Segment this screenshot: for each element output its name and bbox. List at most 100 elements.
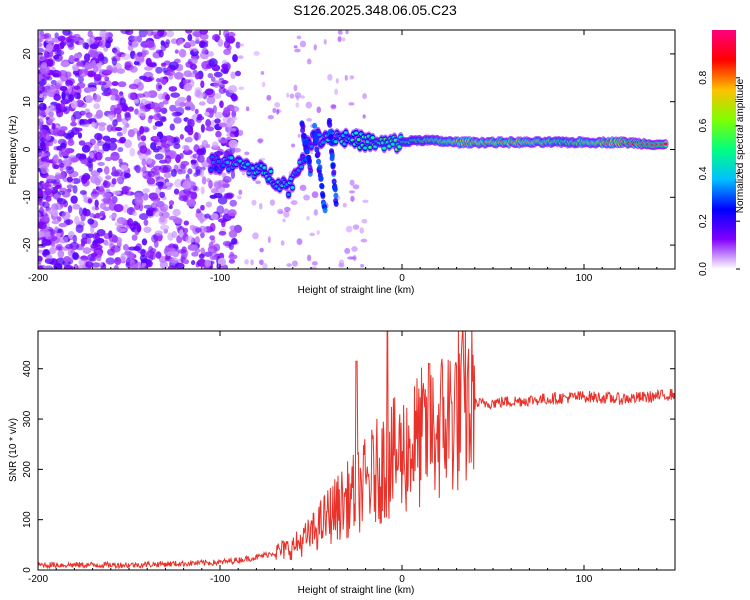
spectrogram-noise-blob <box>349 75 355 80</box>
spectrogram-noise-blob <box>182 79 187 84</box>
spectrogram-xtick-label: 100 <box>576 273 593 284</box>
spectrogram-noise-blob <box>129 223 136 231</box>
spectrogram-noise-blob <box>85 233 95 239</box>
spectrogram-noise-blob <box>66 176 73 183</box>
spectrogram-noise-blob <box>65 243 74 250</box>
spectrogram-ytick-label: 0 <box>22 146 33 152</box>
spectrogram-noise-blob <box>173 137 179 143</box>
spectrogram-noise-blob <box>91 59 97 69</box>
spectrogram-noise-blob <box>272 107 277 114</box>
spectrogram-noise-blob <box>94 132 103 141</box>
spectrogram-noise-blob <box>110 245 121 253</box>
spectrogram-noise-blob <box>238 129 244 136</box>
spectrogram-noise-blob <box>229 251 235 257</box>
spectrogram-noise-blob <box>136 132 142 141</box>
snr-ytick-label: 100 <box>22 511 33 528</box>
spectrogram-noise-blob <box>160 107 168 114</box>
spectrogram-noise-blob <box>218 230 227 236</box>
spectrogram-noise-blob <box>134 164 141 174</box>
spectrogram-noise-blob <box>108 110 115 116</box>
spectrogram-noise-blob <box>223 48 232 56</box>
spectrogram-noise-blob <box>250 259 254 266</box>
spectrogram-noise-blob <box>105 257 116 265</box>
spectrogram-noise-blob <box>166 251 174 257</box>
spectrogram-noise-blob <box>141 238 148 246</box>
spectrogram-noise-blob <box>138 30 148 38</box>
spectrogram-noise-blob <box>65 79 73 87</box>
spectrogram-noise-blob <box>187 118 195 128</box>
spectrogram-noise-blob <box>221 79 229 85</box>
spectrogram-noise-blob <box>67 205 73 214</box>
spectrogram-noise-blob <box>213 243 221 252</box>
spectrogram-noise-blob <box>133 98 140 104</box>
spectrogram-noise-blob <box>53 93 61 102</box>
spectrogram-noise-blob <box>230 116 238 121</box>
spectrogram-noise-blob <box>179 134 184 140</box>
spectrogram-noise-blob <box>177 96 187 103</box>
spectrogram-noise-blob <box>170 38 178 45</box>
spectrogram-noise-blob <box>228 242 234 250</box>
spectrogram-noise-blob <box>38 249 44 254</box>
spectrogram-noise-blob <box>138 108 146 117</box>
spectrogram-noise-blob <box>229 225 237 231</box>
spectrogram-noise-blob <box>50 203 59 212</box>
spectrogram-noise-blob <box>258 259 264 266</box>
spectrogram-noise-blob <box>259 247 264 253</box>
spectrogram-noise-blob <box>97 122 107 127</box>
spectrogram-noise-blob <box>342 202 347 208</box>
spectrogram-noise-blob <box>119 136 127 144</box>
spectrogram-noise-blob <box>185 30 193 34</box>
spectrogram-noise-blob <box>38 42 43 48</box>
spectrogram-noise-blob <box>152 210 162 217</box>
spectrogram-noise-blob <box>306 58 312 65</box>
spectrogram-noise-blob <box>39 114 45 123</box>
spectrogram-noise-blob <box>219 100 224 108</box>
snr-panel: -200 -100 0 100 0 100 200 300 400 Height of stra… <box>8 330 676 596</box>
spectrogram-noise-blob <box>158 164 169 174</box>
spectrogram-noise-blob <box>167 265 177 269</box>
spectrogram-noise-blob <box>228 258 236 264</box>
spectrogram-noise-blob <box>108 230 113 239</box>
spectrogram-noise-blob <box>171 111 182 117</box>
spectrogram-noise-blob <box>94 199 99 208</box>
spectrogram-noise-blob <box>197 113 203 119</box>
snr-xtick-label: -200 <box>28 574 48 585</box>
spectrogram-noise-blob <box>134 196 144 206</box>
spectrogram-noise-blob <box>217 257 227 267</box>
spectrogram-noise-blob <box>145 57 152 67</box>
spectrogram-noise-blob <box>212 105 217 114</box>
spectrogram-streak <box>307 158 313 165</box>
spectrogram-noise-blob <box>117 146 124 153</box>
spectrogram-noise-blob <box>187 127 194 136</box>
spectrogram-noise-blob <box>62 158 71 166</box>
spectrogram-noise-blob <box>190 159 198 164</box>
spectrogram-xtick-label: -100 <box>210 273 230 284</box>
spectrogram-noise-blob <box>101 91 111 96</box>
spectrogram-noise-blob <box>49 246 56 255</box>
spectrogram-noise-blob <box>70 121 77 127</box>
spectrogram-noise-blob <box>213 71 223 78</box>
spectrogram-noise-blob <box>230 71 236 80</box>
spectrogram-noise-blob <box>60 171 65 180</box>
spectrogram-noise-blob <box>72 203 81 210</box>
spectrogram-noise-blob <box>65 218 71 226</box>
spectrogram-noise-blob <box>98 125 106 132</box>
spectrogram-noise-blob <box>172 208 181 217</box>
spectrogram-noise-blob <box>60 102 66 111</box>
spectrogram-noise-blob <box>120 253 126 261</box>
spectrogram-noise-blob <box>341 37 346 42</box>
spectrogram-noise-blob <box>200 247 205 253</box>
spectrogram-noise-blob <box>200 80 205 89</box>
spectrogram-noise-blob <box>300 95 305 99</box>
spectrogram-streak <box>327 121 333 128</box>
spectrogram-noise-blob <box>39 206 44 216</box>
spectrogram-noise-blob <box>205 143 211 149</box>
spectrogram-noise-blob <box>352 254 357 262</box>
spectrogram-noise-blob <box>306 118 313 122</box>
spectrogram-noise-blob <box>38 212 41 218</box>
spectrogram-noise-blob <box>360 238 368 243</box>
spectrogram-noise-blob <box>260 71 265 75</box>
spectrogram-ridge-core <box>354 131 359 135</box>
spectrogram-streak <box>301 133 307 140</box>
spectrogram-streak <box>318 175 324 182</box>
